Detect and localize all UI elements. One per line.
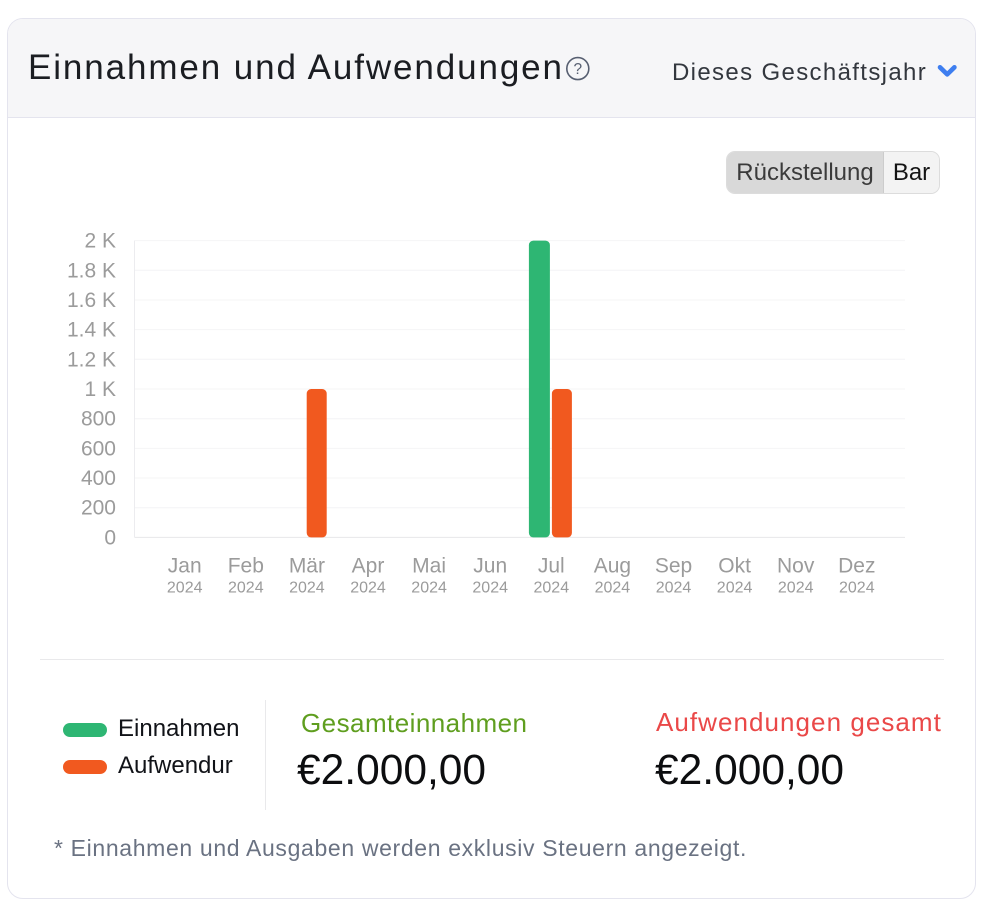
svg-text:Jun: Jun [473, 555, 507, 578]
svg-text:Apr: Apr [352, 555, 385, 578]
svg-text:400: 400 [81, 467, 116, 490]
svg-text:Nov: Nov [777, 555, 815, 578]
svg-text:2024: 2024 [411, 580, 447, 597]
svg-text:1.4 K: 1.4 K [67, 319, 116, 342]
svg-text:1 K: 1 K [84, 378, 116, 401]
svg-text:200: 200 [81, 497, 116, 520]
svg-text:Okt: Okt [718, 555, 751, 578]
svg-text:Aug: Aug [594, 555, 631, 578]
svg-text:Dez: Dez [838, 555, 875, 578]
svg-text:800: 800 [81, 408, 116, 431]
svg-text:?: ? [573, 61, 582, 78]
svg-text:2024: 2024 [717, 580, 753, 597]
svg-text:2024: 2024 [595, 580, 631, 597]
svg-text:2024: 2024 [839, 580, 875, 597]
svg-text:2024: 2024 [472, 580, 508, 597]
svg-text:Jan: Jan [168, 555, 202, 578]
svg-text:Feb: Feb [228, 555, 264, 578]
svg-text:1.6 K: 1.6 K [67, 289, 116, 312]
svg-text:0: 0 [104, 526, 116, 549]
svg-text:600: 600 [81, 437, 116, 460]
svg-text:2024: 2024 [228, 580, 264, 597]
svg-text:2024: 2024 [656, 580, 692, 597]
svg-text:2024: 2024 [167, 580, 203, 597]
svg-text:1.2 K: 1.2 K [67, 348, 116, 371]
svg-text:Sep: Sep [655, 555, 692, 578]
svg-text:2024: 2024 [534, 580, 570, 597]
svg-text:1.8 K: 1.8 K [67, 259, 116, 282]
svg-text:Jul: Jul [538, 555, 565, 578]
svg-text:2024: 2024 [778, 580, 814, 597]
svg-text:Mai: Mai [412, 555, 446, 578]
svg-text:2024: 2024 [350, 580, 386, 597]
svg-text:2024: 2024 [289, 580, 325, 597]
svg-text:Mär: Mär [289, 555, 325, 578]
svg-text:2 K: 2 K [84, 230, 116, 253]
